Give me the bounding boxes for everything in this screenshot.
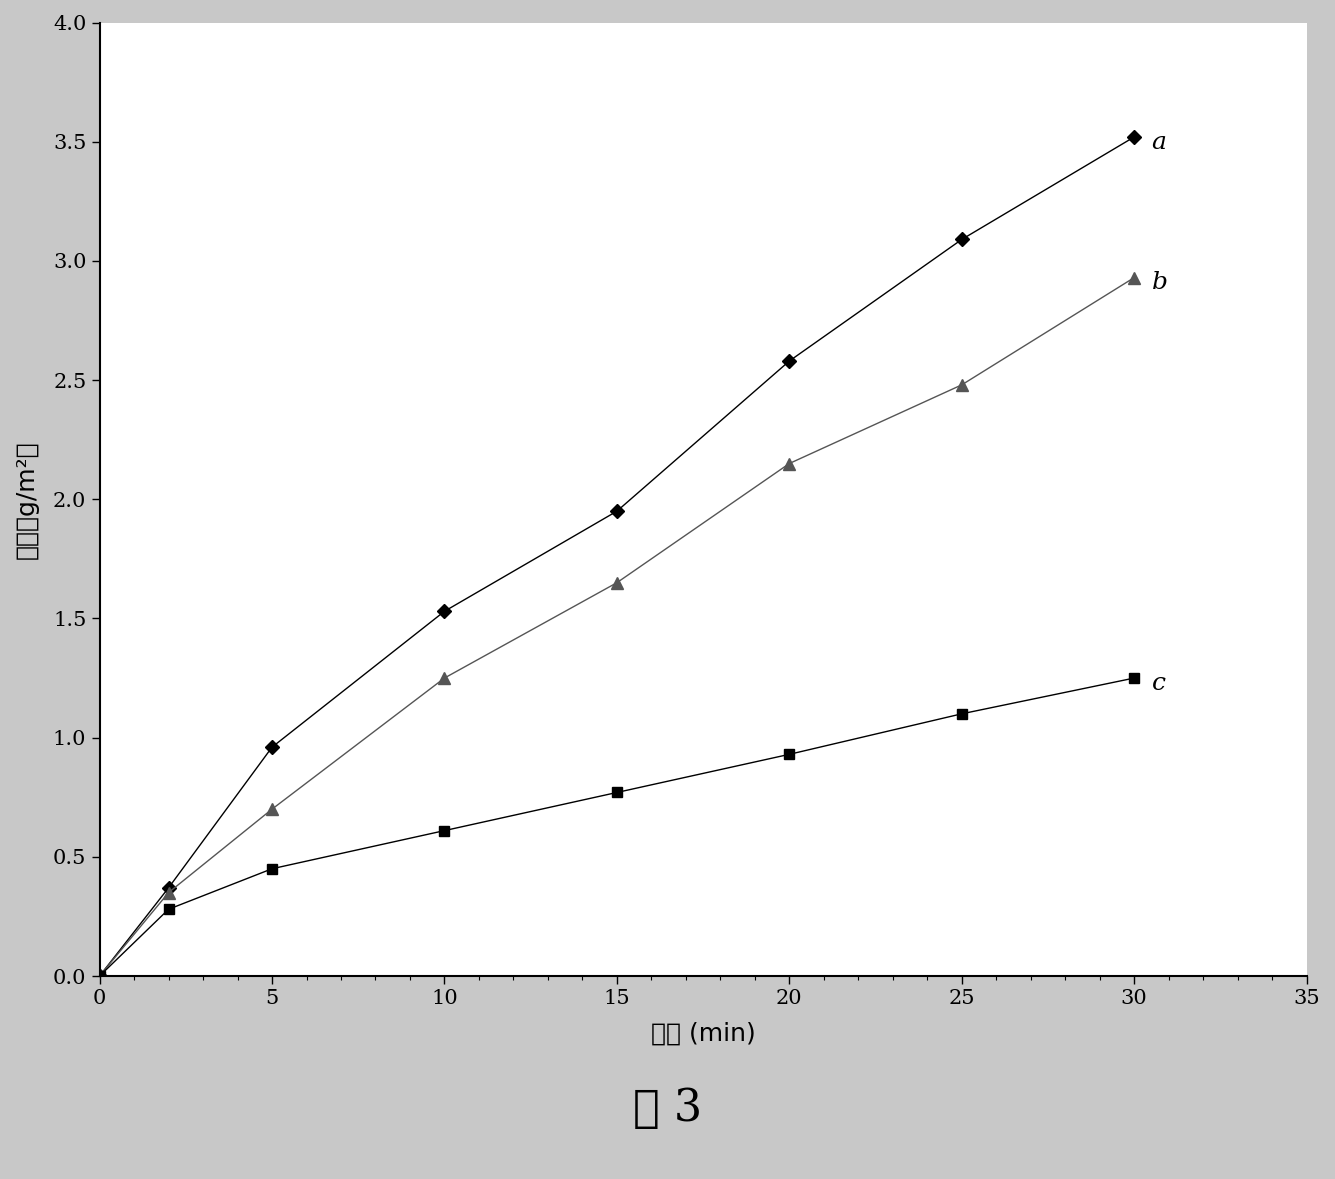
Text: 图 3: 图 3 bbox=[633, 1087, 702, 1129]
Text: b: b bbox=[1152, 271, 1168, 295]
Y-axis label: 失重（g/m²）: 失重（g/m²） bbox=[15, 440, 39, 559]
X-axis label: 时间 (min): 时间 (min) bbox=[650, 1022, 756, 1046]
Text: c: c bbox=[1152, 672, 1165, 694]
Text: a: a bbox=[1152, 131, 1167, 153]
